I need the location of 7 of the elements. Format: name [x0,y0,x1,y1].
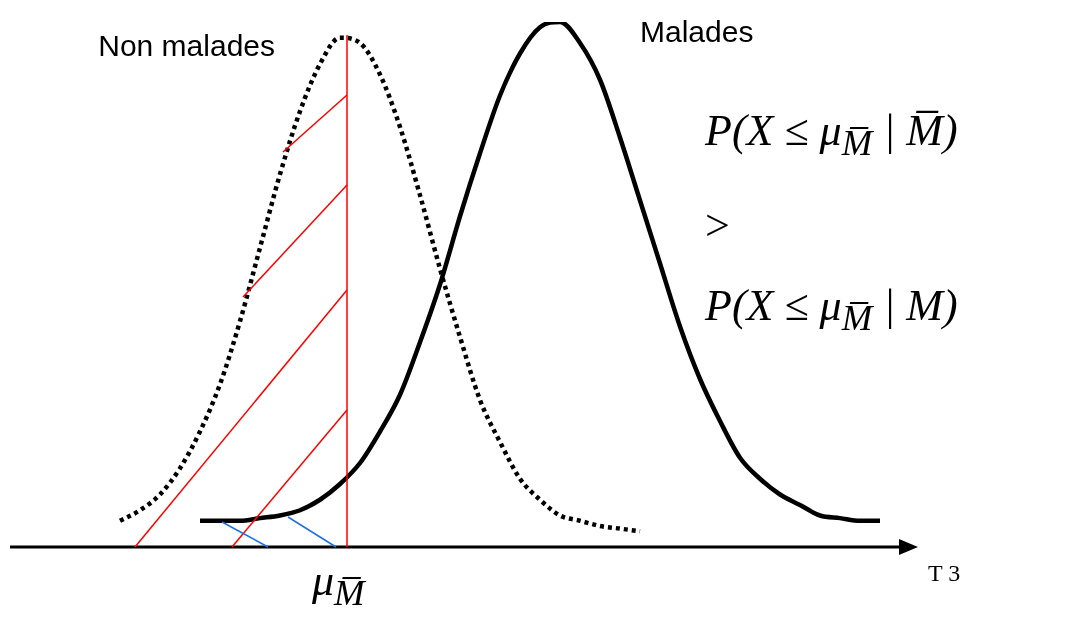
annotation: P(X ≤ μ$_{M̅}$ | M̅) [705,105,958,164]
series-label: Malades [640,15,754,49]
series-label: Non malades [98,29,275,63]
text: μ$_{M̅}$ [312,555,365,614]
annotation: P(X ≤ μ$_{M̅}$ | M) [705,280,958,339]
annotation: > [705,200,730,251]
x-axis-title: T 3 [928,560,961,587]
